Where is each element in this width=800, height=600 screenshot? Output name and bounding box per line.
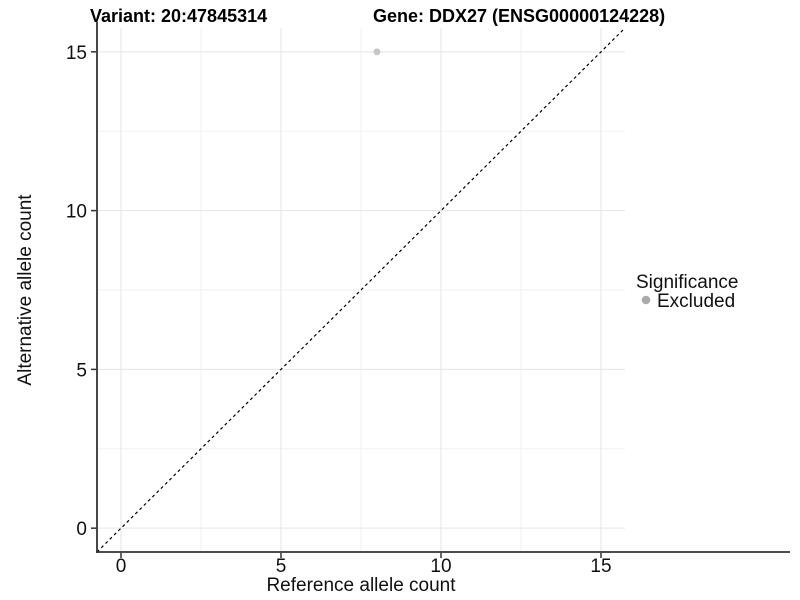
minor-gridlines xyxy=(97,28,625,552)
y-tick-label: 0 xyxy=(76,519,87,540)
identity-line-layer xyxy=(96,27,626,553)
x-tick-label: 5 xyxy=(276,556,287,577)
y-tick-label: 10 xyxy=(66,202,87,223)
axes-layer xyxy=(91,22,790,558)
x-tick-label: 0 xyxy=(116,556,127,577)
legend-item-excluded: Excluded xyxy=(657,291,735,312)
x-tick-label: 10 xyxy=(430,556,451,577)
y-axis-title: Alternative allele count xyxy=(15,194,36,386)
legend-dot-excluded xyxy=(641,295,651,305)
major-gridlines xyxy=(97,28,625,552)
identity-dashed-line xyxy=(96,27,626,553)
tick-labels-layer: 0 5 10 15 0 5 10 15 xyxy=(66,43,612,577)
legend: Significance Excluded xyxy=(636,272,738,312)
y-tick-label: 15 xyxy=(66,43,87,64)
plot-title-gene: Gene: DDX27 (ENSG00000124228) xyxy=(373,6,665,26)
x-axis-title: Reference allele count xyxy=(266,575,456,596)
x-tick-label: 15 xyxy=(590,556,611,577)
plot-title-variant: Variant: 20:47845314 xyxy=(90,6,267,26)
y-tick-label: 5 xyxy=(76,360,87,381)
data-point xyxy=(373,48,381,56)
legend-title: Significance xyxy=(636,272,738,293)
data-points-layer xyxy=(373,48,381,56)
